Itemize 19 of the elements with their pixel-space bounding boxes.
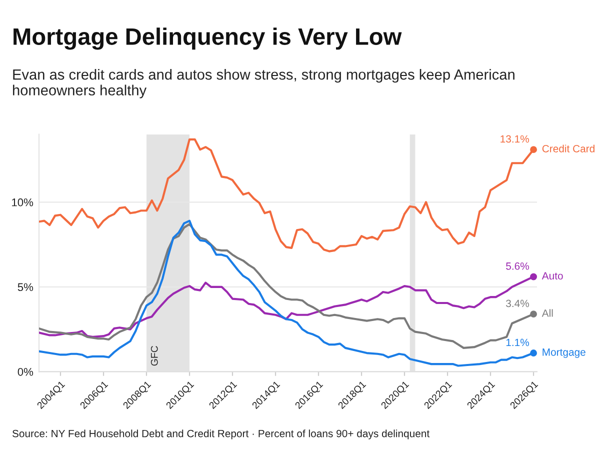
point [530, 273, 537, 280]
y-tick-label: 0% [18, 368, 34, 376]
annotation: 1.1% [506, 338, 529, 346]
annotation: 3.4% [506, 300, 529, 308]
annotation: 13.1% [500, 135, 529, 143]
annotation: 5.6% [506, 262, 529, 270]
chart-title: Mortgage Delinquency is Very Low [14, 28, 402, 50]
series-label: All [542, 309, 553, 317]
chart-subtitle: Evan as credit cards and autos show stress, strong mortgages keep American homeowners healthy [13, 69, 514, 98]
y-tick-label: 10% [12, 198, 34, 206]
series-label: Credit Card [542, 144, 594, 152]
point [530, 310, 537, 318]
y-tick-label: 5% [18, 283, 34, 292]
source-note: Source: NY Fed Household Debt and Credit Report · Percent of loans 90+ days delinquent [12, 430, 430, 440]
point [530, 350, 537, 357]
series-label: Mortgage [542, 348, 586, 358]
band-label: GFC [150, 346, 158, 366]
point [530, 146, 537, 154]
series-label: Auto [542, 272, 563, 280]
